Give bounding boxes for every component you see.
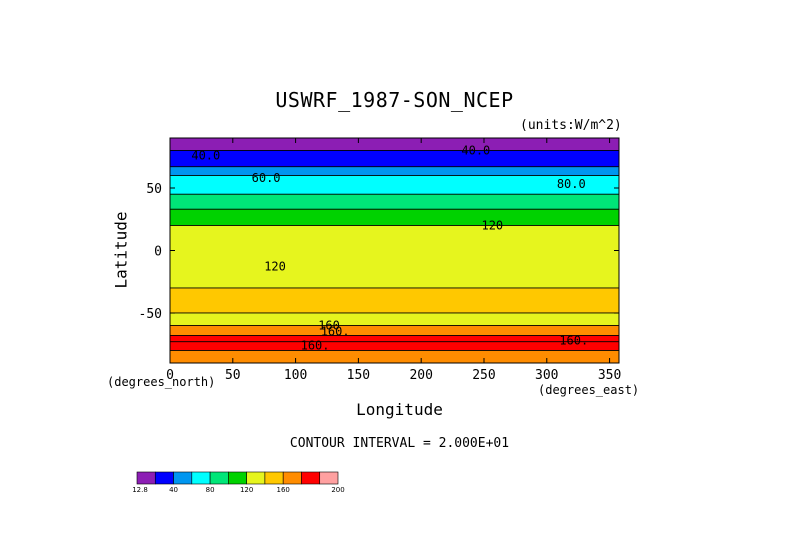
zonal-band-4	[170, 193, 619, 210]
colorbar-tick-label: 160	[276, 486, 289, 494]
colorbar-swatch	[173, 471, 193, 485]
colorbar: 12.8 40 80 120 160 200	[132, 471, 345, 494]
colorbar-swatch	[264, 471, 284, 485]
contour-label: 40.0	[191, 148, 220, 162]
contour-label: 160	[318, 318, 340, 332]
contour-label: 60.0	[252, 171, 281, 185]
units-note: (units:W/m^2)	[520, 118, 622, 133]
colorbar-swatch	[228, 471, 247, 485]
colorbar-swatch	[209, 471, 229, 485]
colorbar-swatch	[191, 471, 211, 485]
y-tick-label: -50	[139, 307, 162, 322]
x-sublabel-left: (degrees_north)	[107, 375, 216, 389]
zonal-band-8	[170, 312, 619, 326]
colorbar-swatch	[319, 471, 339, 485]
colorbar-swatch	[136, 471, 156, 485]
y-tick-label: 50	[146, 182, 162, 197]
zonal-band-2	[170, 166, 619, 176]
colorbar-tick-label: 80	[206, 486, 215, 494]
colorbar-swatch	[301, 471, 321, 485]
x-tick-label: 300	[535, 368, 558, 383]
contour-label: 120	[481, 218, 503, 232]
zonal-band-9	[170, 325, 619, 336]
x-tick-label: 150	[347, 368, 370, 383]
colorbar-swatch	[246, 471, 266, 485]
chart-title: USWRF_1987-SON_NCEP	[275, 88, 514, 112]
x-tick-label: 100	[284, 368, 307, 383]
colorbar-swatch	[154, 471, 174, 485]
x-tick-label: 350	[598, 368, 621, 383]
x-tick-label: 200	[409, 368, 432, 383]
x-tick-label: 50	[225, 368, 241, 383]
colorbar-tick-label: 12.8	[132, 486, 148, 494]
colorbar-swatch	[282, 471, 302, 485]
x-axis-label: Longitude	[356, 400, 443, 419]
zonal-band-11	[170, 341, 619, 351]
colorbar-tick-label: 120	[240, 486, 253, 494]
zonal-band-1	[170, 150, 619, 168]
axes: 0 50 100 150 200 250 300 350 50 0 -50	[139, 138, 621, 383]
x-sublabel-right: (degrees_east)	[538, 383, 640, 397]
zonal-band-10	[170, 335, 619, 343]
y-tick-label: 0	[154, 245, 162, 260]
contour-label: 160.	[559, 333, 588, 347]
contour-label: 40.0	[461, 143, 490, 157]
zonal-band-5	[170, 208, 619, 226]
zonal-band-12	[170, 350, 619, 363]
colorbar-tick-label: 200	[331, 486, 344, 494]
x-tick-label: 250	[472, 368, 495, 383]
x-tick-label: 0	[166, 368, 174, 383]
zonal-band-3	[170, 175, 619, 195]
contour-label: 80.0	[557, 177, 586, 191]
contour-label: 160.	[301, 338, 330, 352]
contour-label: 120	[264, 260, 286, 274]
contour-label: 160.	[321, 325, 350, 339]
zonal-band-0	[170, 138, 619, 151]
zonal-band-6	[170, 225, 619, 289]
zonal-band-7	[170, 287, 619, 314]
contour-interval-label: CONTOUR INTERVAL = 2.000E+01	[289, 436, 510, 451]
colorbar-tick-label: 40	[169, 486, 178, 494]
